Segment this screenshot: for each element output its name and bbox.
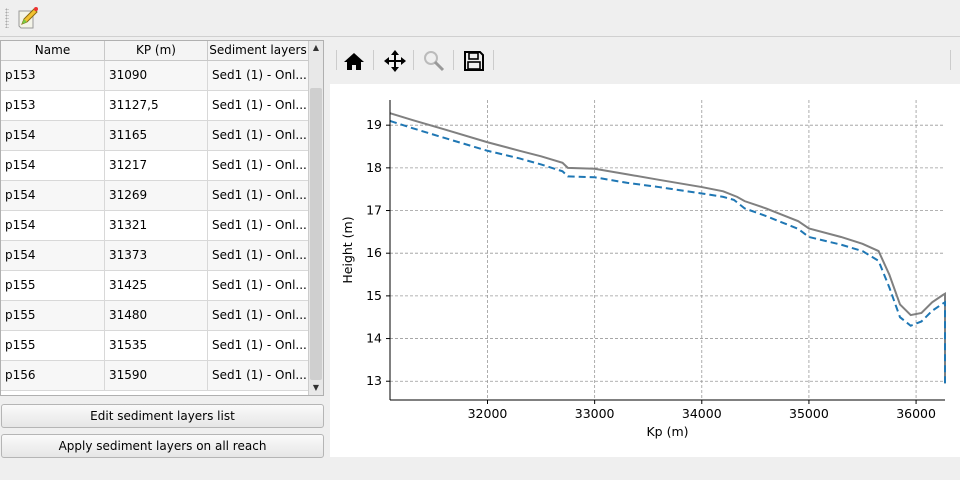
cell-kp[interactable]: 31321	[105, 211, 208, 240]
cell-kp[interactable]: 31373	[105, 241, 208, 270]
scroll-up-icon[interactable]: ▲	[312, 43, 320, 52]
scroll-down-icon[interactable]: ▼	[312, 383, 320, 392]
table-row[interactable]: p154 31217 Sed1 (1) - Onl...	[1, 151, 323, 181]
apply-sediment-layers-button[interactable]: Apply sediment layers on all reach	[1, 434, 324, 458]
scrollbar-thumb[interactable]	[310, 88, 322, 380]
home-icon[interactable]	[339, 46, 369, 76]
cell-kp[interactable]: 31535	[105, 331, 208, 360]
x-tick-label: 36000	[896, 406, 936, 421]
cell-kp[interactable]: 31165	[105, 121, 208, 150]
cell-kp[interactable]: 31480	[105, 301, 208, 330]
plot-canvas[interactable]: 32000 33000 34000 35000 36000 13 14 15 16 17 18 19 K…	[330, 84, 960, 457]
series-line-0	[389, 112, 946, 384]
series-line-1	[389, 119, 946, 384]
cell-sediment-layers[interactable]: Sed1 (1) - Onl...	[208, 61, 309, 90]
pan-icon[interactable]	[380, 46, 410, 76]
table-row[interactable]: p154 31321 Sed1 (1) - Onl...	[1, 211, 323, 241]
main-toolbar	[0, 0, 960, 37]
x-axis-label: Kp (m)	[646, 424, 688, 439]
plot-toolbar	[330, 40, 960, 82]
y-tick-label: 17	[366, 203, 382, 218]
table-row[interactable]: p154 31373 Sed1 (1) - Onl...	[1, 241, 323, 271]
cell-kp[interactable]: 31425	[105, 271, 208, 300]
y-tick-label: 15	[366, 288, 382, 303]
table-row[interactable]: p154 31269 Sed1 (1) - Onl...	[1, 181, 323, 211]
y-tick-label: 16	[366, 245, 382, 260]
cell-name[interactable]: p155	[1, 271, 105, 300]
cell-name[interactable]: p154	[1, 241, 105, 270]
table-row[interactable]: p153 31127,5 Sed1 (1) - Onl...	[1, 91, 323, 121]
y-tick-label: 19	[366, 117, 382, 132]
cell-name[interactable]: p153	[1, 61, 105, 90]
table-row[interactable]: p153 31090 Sed1 (1) - Onl...	[1, 61, 323, 91]
column-header-kp[interactable]: KP (m)	[105, 41, 208, 60]
cell-sediment-layers[interactable]: Sed1 (1) - Onl...	[208, 271, 309, 300]
cell-name[interactable]: p154	[1, 151, 105, 180]
zoom-icon[interactable]	[419, 46, 449, 76]
height-profile-chart: 32000 33000 34000 35000 36000 13 14 15 16 17 18 19 K…	[340, 100, 946, 439]
table-row[interactable]: p155 31535 Sed1 (1) - Onl...	[1, 331, 323, 361]
table-row[interactable]: p156 31590 Sed1 (1) - Onl...	[1, 361, 323, 391]
y-tick-label: 18	[366, 160, 382, 175]
cell-sediment-layers[interactable]: Sed1 (1) - Onl...	[208, 241, 309, 270]
edit-sediment-layers-button[interactable]: Edit sediment layers list	[1, 404, 324, 428]
cell-name[interactable]: p154	[1, 181, 105, 210]
cell-kp[interactable]: 31590	[105, 361, 208, 390]
cell-name[interactable]: p155	[1, 301, 105, 330]
x-tick-label: 33000	[575, 406, 615, 421]
table-header: Name KP (m) Sediment layers	[1, 41, 323, 61]
column-header-sediment-layers[interactable]: Sediment layers	[208, 41, 309, 60]
cell-sediment-layers[interactable]: Sed1 (1) - Onl...	[208, 151, 309, 180]
cell-sediment-layers[interactable]: Sed1 (1) - Onl...	[208, 121, 309, 150]
cell-kp[interactable]: 31217	[105, 151, 208, 180]
edit-pencil-icon[interactable]	[17, 6, 39, 30]
table-row[interactable]: p155 31425 Sed1 (1) - Onl...	[1, 271, 323, 301]
cell-kp[interactable]: 31269	[105, 181, 208, 210]
cell-sediment-layers[interactable]: Sed1 (1) - Onl...	[208, 361, 309, 390]
cell-name[interactable]: p155	[1, 331, 105, 360]
table-row[interactable]: p154 31165 Sed1 (1) - Onl...	[1, 121, 323, 151]
cell-name[interactable]: p154	[1, 121, 105, 150]
toolbar-grip[interactable]	[5, 8, 9, 28]
cell-name[interactable]: p154	[1, 211, 105, 240]
table-row[interactable]: p155 31480 Sed1 (1) - Onl...	[1, 301, 323, 331]
cell-kp[interactable]: 31127,5	[105, 91, 208, 120]
table-scrollbar[interactable]: ▲ ▼	[308, 41, 323, 395]
points-table[interactable]: Name KP (m) Sediment layers p153 31090 Sed…	[0, 40, 324, 396]
y-axis-label: Height (m)	[340, 216, 355, 283]
cell-sediment-layers[interactable]: Sed1 (1) - Onl...	[208, 211, 309, 240]
cell-kp[interactable]: 31090	[105, 61, 208, 90]
cell-sediment-layers[interactable]: Sed1 (1) - Onl...	[208, 91, 309, 120]
cell-name[interactable]: p153	[1, 91, 105, 120]
y-tick-label: 14	[366, 331, 382, 346]
column-header-name[interactable]: Name	[1, 41, 105, 60]
cell-name[interactable]: p156	[1, 361, 105, 390]
x-tick-label: 32000	[468, 406, 508, 421]
cell-sediment-layers[interactable]: Sed1 (1) - Onl...	[208, 331, 309, 360]
cell-sediment-layers[interactable]: Sed1 (1) - Onl...	[208, 301, 309, 330]
cell-sediment-layers[interactable]: Sed1 (1) - Onl...	[208, 181, 309, 210]
x-tick-label: 35000	[789, 406, 829, 421]
y-tick-label: 13	[366, 373, 382, 388]
save-icon[interactable]	[459, 46, 489, 76]
x-tick-label: 34000	[682, 406, 722, 421]
